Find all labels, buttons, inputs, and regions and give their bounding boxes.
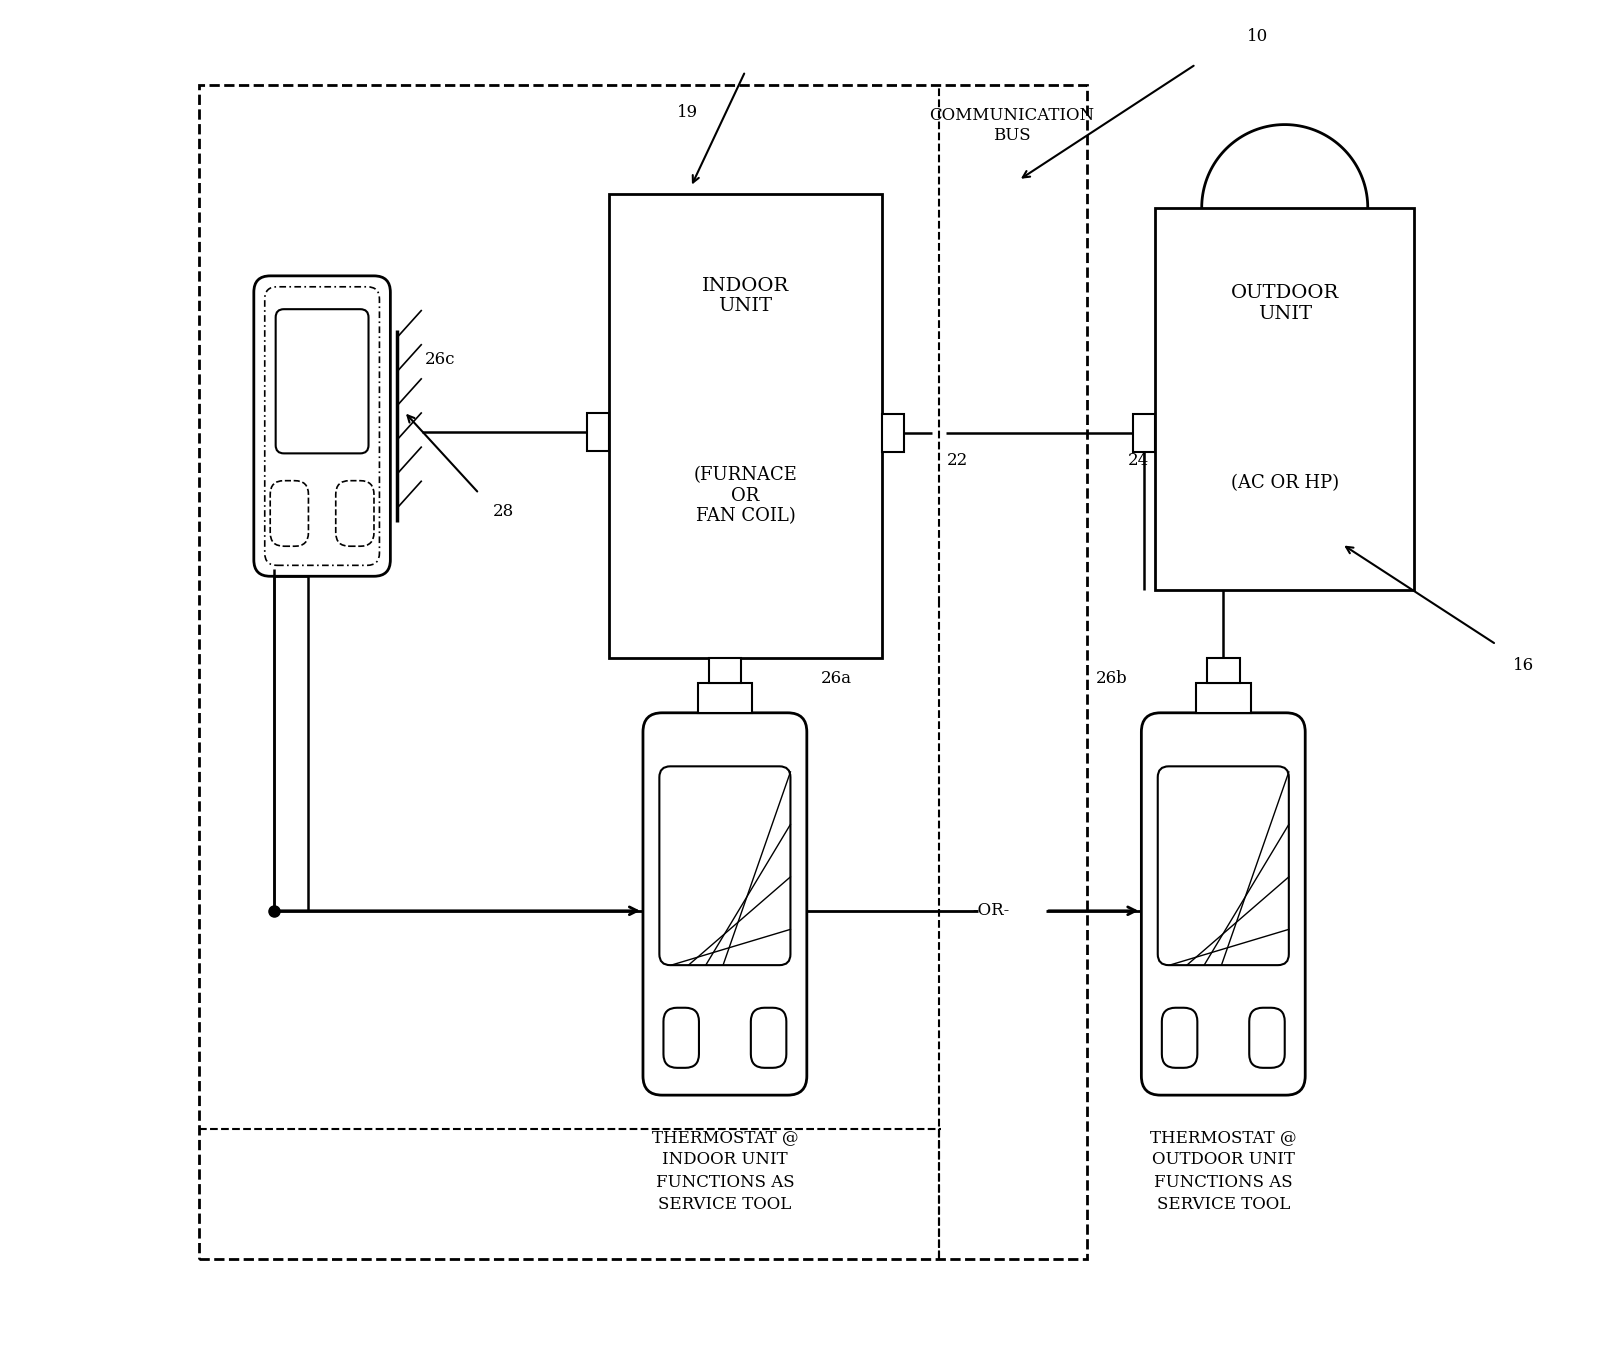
Text: COMMUNICATION
BUS: COMMUNICATION BUS [930,107,1094,144]
Text: 16: 16 [1514,657,1534,673]
Text: THERMOSTAT @
INDOOR UNIT
FUNCTIONS AS
SERVICE TOOL: THERMOSTAT @ INDOOR UNIT FUNCTIONS AS SE… [651,1130,798,1213]
Bar [1206,658,1240,683]
Bar [1195,683,1251,713]
Bar [709,658,741,683]
Text: THERMOSTAT @
OUTDOOR UNIT
FUNCTIONS AS
SERVICE TOOL: THERMOSTAT @ OUTDOOR UNIT FUNCTIONS AS S… [1150,1130,1296,1213]
Text: 22: 22 [947,451,968,469]
Text: (AC OR HP): (AC OR HP) [1230,474,1339,492]
Text: 19: 19 [677,104,698,121]
Text: 24: 24 [1128,451,1149,469]
Text: 10: 10 [1246,29,1269,45]
Bar [1133,414,1155,452]
Bar [200,85,1086,1259]
Bar [882,414,904,452]
Text: 26b: 26b [1096,670,1128,687]
Bar [1155,207,1414,590]
Bar [698,683,752,713]
Text: OUTDOOR
UNIT: OUTDOOR UNIT [1230,284,1339,322]
Bar [610,193,882,658]
Text: 26c: 26c [424,351,454,369]
Text: 28: 28 [493,503,514,520]
Text: (FURNACE
OR
FAN COIL): (FURNACE OR FAN COIL) [693,466,797,525]
Text: INDOOR
UNIT: INDOOR UNIT [702,277,789,315]
Bar [587,413,610,451]
Text: 26a: 26a [821,670,851,687]
Text: -OR-: -OR- [973,902,1010,920]
